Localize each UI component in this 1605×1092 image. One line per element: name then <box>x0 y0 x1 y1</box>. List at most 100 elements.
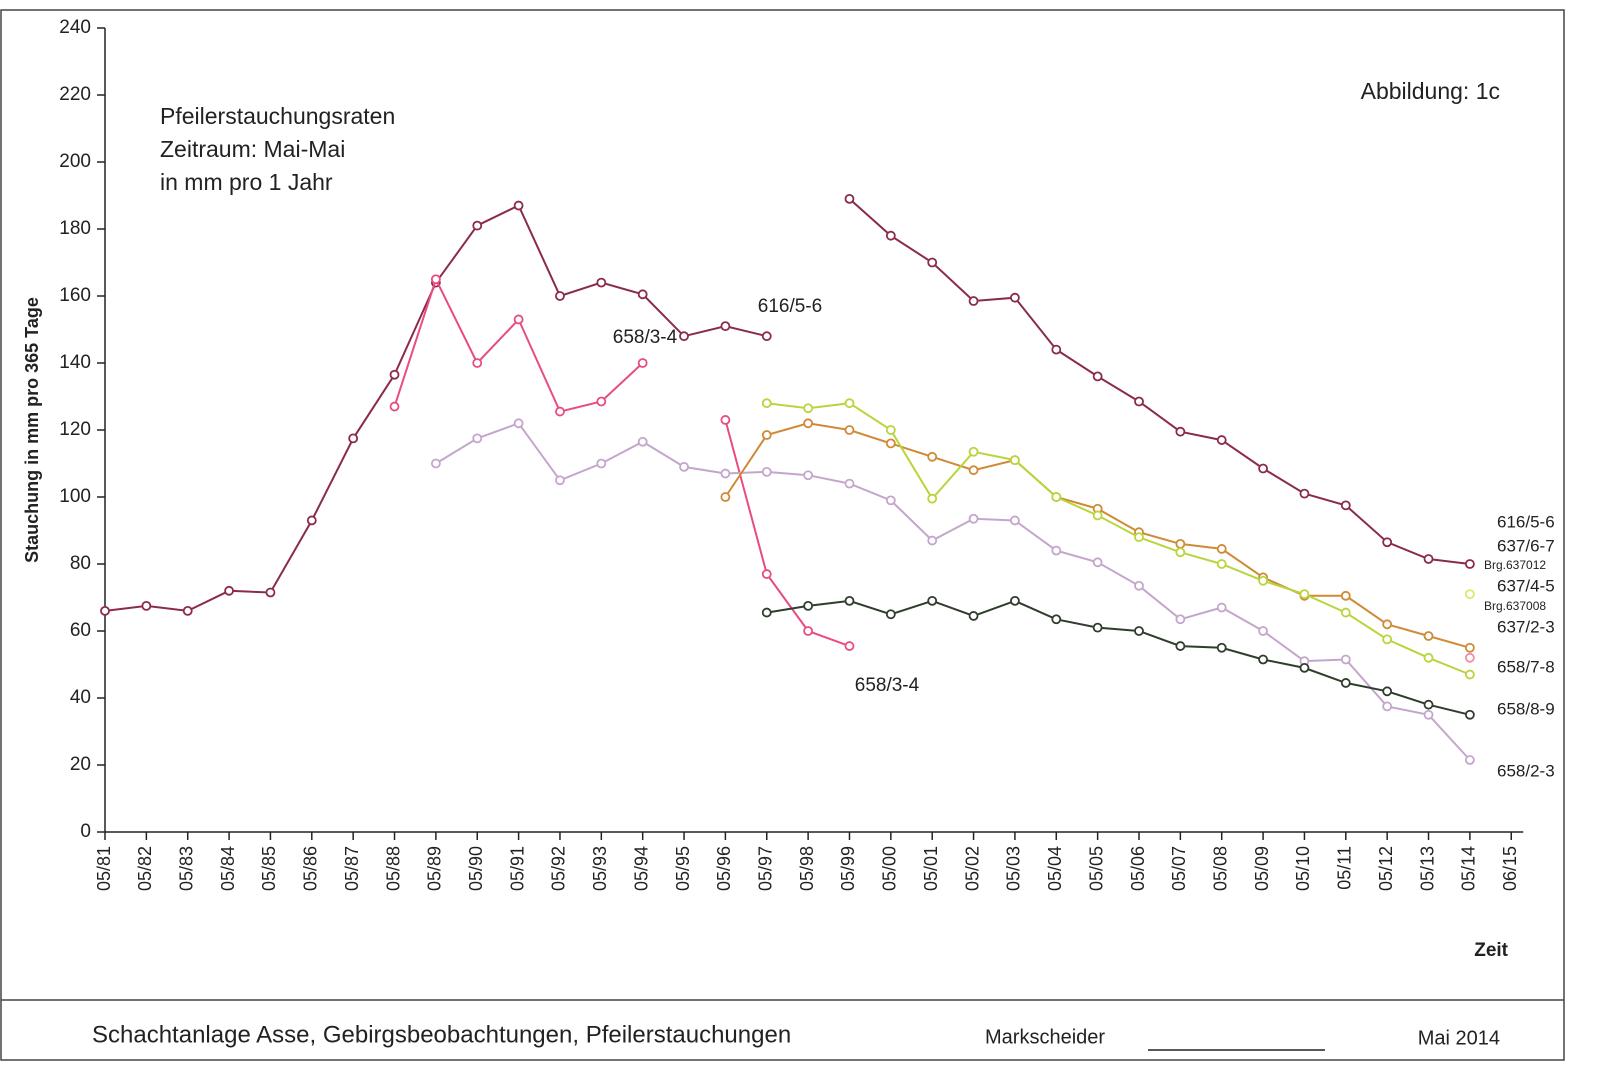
x-tick-label: 05/03 <box>1004 846 1024 891</box>
data-point <box>803 470 814 481</box>
x-tick-label: 05/06 <box>1128 846 1148 891</box>
y-axis-label: Stauchung in mm pro 365 Tage <box>22 297 42 563</box>
data-point <box>885 609 896 620</box>
data-point <box>1175 547 1186 558</box>
data-point <box>803 403 814 414</box>
data-point <box>968 611 979 621</box>
data-point <box>1134 396 1144 407</box>
data-point <box>1092 622 1103 633</box>
chart-title: in mm pro 1 Jahr <box>160 169 333 195</box>
data-point <box>1010 455 1020 466</box>
data-point <box>803 626 814 636</box>
data-point <box>1464 669 1475 680</box>
data-point <box>472 220 483 231</box>
data-point <box>803 600 814 611</box>
x-tick-label: 05/10 <box>1293 846 1313 891</box>
data-point <box>1464 709 1475 720</box>
data-point <box>1382 701 1393 712</box>
data-point <box>1299 662 1310 673</box>
data-point <box>1464 559 1475 569</box>
data-point <box>844 425 855 435</box>
data-point <box>761 466 772 477</box>
series-label: 658/2-3 <box>1497 761 1555 780</box>
data-point <box>1051 614 1062 625</box>
data-point <box>679 461 689 472</box>
x-tick-label: 05/82 <box>135 846 155 891</box>
data-point <box>389 369 400 380</box>
data-point <box>513 314 524 325</box>
data-point <box>1423 699 1434 710</box>
data-point <box>1216 435 1227 445</box>
data-point <box>1175 539 1186 549</box>
data-point <box>1010 292 1020 303</box>
data-point <box>555 406 565 417</box>
x-tick-label: 05/08 <box>1210 846 1230 891</box>
x-tick-label: 05/04 <box>1045 846 1065 891</box>
x-tick-label: 05/98 <box>797 846 817 891</box>
data-point <box>513 200 524 211</box>
data-point <box>306 515 317 526</box>
data-point <box>1134 626 1144 636</box>
footer-date: Mai 2014 <box>1418 1027 1500 1049</box>
y-tick-label: 220 <box>59 84 91 105</box>
annotation: 616/5-6 <box>758 296 822 317</box>
data-point <box>1340 607 1351 618</box>
series-label: 658/8-9 <box>1497 699 1555 718</box>
data-point <box>1340 678 1351 688</box>
footer-title: Schachtanlage Asse, Gebirgsbeobachtungen… <box>92 1021 791 1048</box>
data-point <box>1382 619 1393 630</box>
x-tick-label: 05/02 <box>962 846 982 891</box>
data-point <box>637 358 648 368</box>
x-tick-label: 05/14 <box>1459 846 1479 891</box>
x-tick-label: 05/94 <box>631 846 651 891</box>
data-point <box>1340 590 1351 601</box>
y-tick-label: 100 <box>59 486 91 507</box>
series-line <box>724 422 1471 649</box>
data-point <box>927 493 938 504</box>
data-point <box>637 436 648 447</box>
data-point <box>1464 755 1475 765</box>
data-point <box>1051 344 1062 355</box>
data-point <box>1175 426 1186 437</box>
data-point <box>679 331 689 342</box>
data-point <box>141 600 152 611</box>
data-point <box>968 465 979 476</box>
x-tick-label: 05/88 <box>383 846 403 891</box>
data-point <box>596 396 607 407</box>
data-point <box>885 425 896 435</box>
data-point <box>885 438 896 449</box>
series-label: 616/5-6 <box>1497 512 1555 531</box>
x-tick-label: 05/83 <box>176 846 196 891</box>
y-tick-label: 160 <box>59 285 91 306</box>
x-tick-label: 05/12 <box>1376 846 1396 891</box>
data-point <box>720 492 731 502</box>
x-tick-label: 05/99 <box>838 846 858 891</box>
data-point <box>430 458 441 469</box>
data-point <box>1216 642 1227 653</box>
data-point <box>1216 602 1227 613</box>
series-label: 637/4-5 <box>1497 576 1555 595</box>
annotation: 658/3-4 <box>613 327 678 348</box>
data-point <box>1423 554 1434 564</box>
x-tick-label: 05/09 <box>1252 846 1272 891</box>
data-point <box>927 451 938 462</box>
data-point <box>720 468 731 479</box>
data-point <box>1423 652 1434 663</box>
data-point <box>885 230 896 241</box>
data-point <box>1423 709 1434 720</box>
data-point <box>1299 488 1310 499</box>
data-point <box>1340 500 1351 511</box>
data-point <box>389 401 400 412</box>
chart-title: Pfeilerstauchungsraten <box>160 103 395 129</box>
data-point <box>1051 545 1062 556</box>
y-tick-label: 140 <box>59 352 91 373</box>
data-point <box>1175 614 1186 625</box>
figure-label: Abbildung: 1c <box>1361 78 1500 104</box>
data-point <box>100 606 110 616</box>
data-point <box>803 418 814 429</box>
data-point <box>596 458 607 469</box>
data-point <box>844 398 855 409</box>
series-line <box>766 402 1471 676</box>
series-label: 637/6-7 <box>1497 536 1555 555</box>
data-point <box>1258 575 1268 586</box>
